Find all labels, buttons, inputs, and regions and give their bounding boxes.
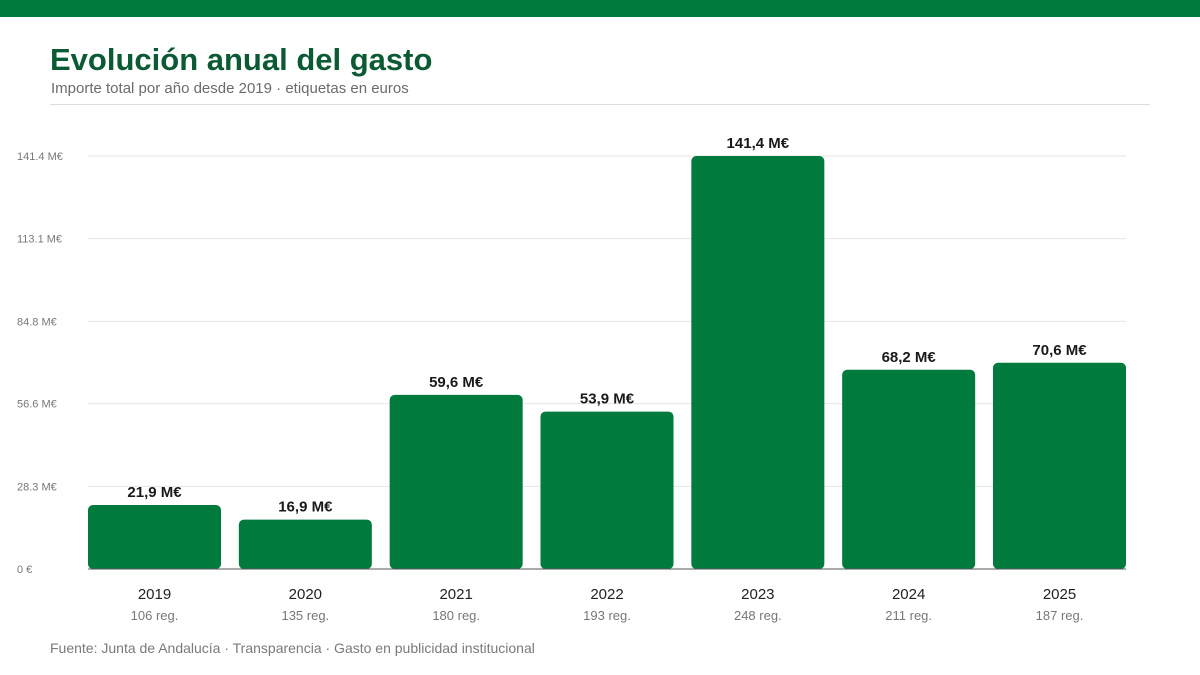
y-tick-label: 113.1 M€ xyxy=(17,234,62,246)
bar-value-label: 141,4 M€ xyxy=(727,135,790,152)
x-category-label: 2020 xyxy=(289,586,322,603)
chart-subtitle: Importe total por año desde 2019 · etiqu… xyxy=(51,80,409,97)
chart-title: Evolución anual del gasto xyxy=(50,42,433,77)
x-category-label: 2023 xyxy=(741,586,774,603)
y-tick-label: 0 € xyxy=(17,564,32,576)
bar-value-label: 70,6 M€ xyxy=(1032,342,1087,359)
y-tick-label: 141.4 M€ xyxy=(17,151,63,163)
source-footer: Fuente: Junta de Andalucía · Transparenc… xyxy=(50,640,535,656)
x-category-sublabel: 248 reg. xyxy=(734,608,782,623)
x-category-label: 2024 xyxy=(892,586,925,603)
x-category-label: 2021 xyxy=(439,586,472,603)
bar-value-label: 21,9 M€ xyxy=(127,484,182,501)
bar-2023 xyxy=(691,156,825,569)
bar-value-label: 16,9 M€ xyxy=(278,499,333,516)
y-tick-label: 84.8 M€ xyxy=(17,316,57,328)
x-category-sublabel: 211 reg. xyxy=(885,608,932,623)
bar-2025 xyxy=(993,362,1126,569)
x-category-sublabel: 193 reg. xyxy=(583,608,631,623)
x-category-sublabel: 187 reg. xyxy=(1036,608,1084,623)
bar-value-label: 53,9 M€ xyxy=(580,391,635,408)
top-accent-bar xyxy=(0,0,1200,17)
bar-2024 xyxy=(842,369,976,569)
y-tick-label: 28.3 M€ xyxy=(17,481,57,493)
x-category-sublabel: 106 reg. xyxy=(131,608,179,623)
bar-2021 xyxy=(389,394,523,569)
bar-value-label: 59,6 M€ xyxy=(429,374,484,391)
x-category-sublabel: 180 reg. xyxy=(432,608,480,623)
bar-value-label: 68,2 M€ xyxy=(882,349,937,366)
header-divider xyxy=(50,104,1150,105)
y-tick-label: 56.6 M€ xyxy=(17,399,57,411)
x-category-label: 2019 xyxy=(138,586,171,603)
bar-2019 xyxy=(88,505,221,569)
bar-2020 xyxy=(238,519,372,569)
x-category-label: 2025 xyxy=(1043,586,1076,603)
bar-2022 xyxy=(540,411,674,569)
x-category-label: 2022 xyxy=(590,586,623,603)
x-category-sublabel: 135 reg. xyxy=(281,608,329,623)
